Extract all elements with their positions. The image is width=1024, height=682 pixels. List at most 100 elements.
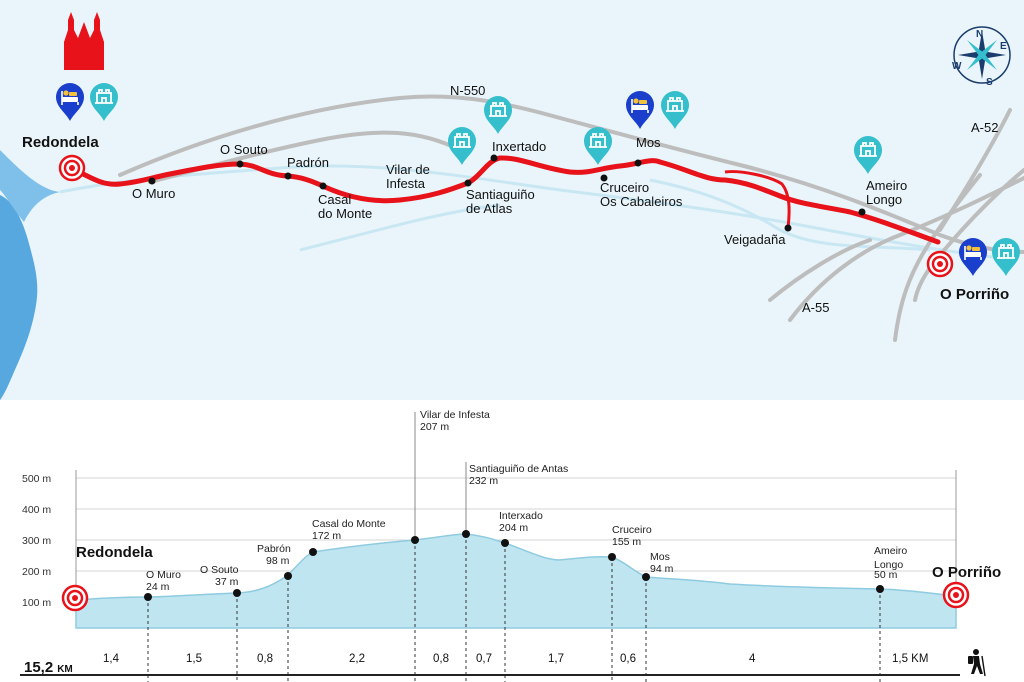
label-mos-text: Mos	[636, 135, 661, 150]
start-target-icon	[58, 154, 86, 182]
segment-8: 0,6	[620, 653, 636, 665]
y-label-200: 200 m	[22, 566, 51, 578]
road-a52: A-52	[971, 120, 998, 135]
compass-rose-icon: N E S W	[952, 26, 1011, 88]
profile-label-ameiro-line: Longo	[874, 559, 903, 571]
profile-label-mos: Mos 94 m	[650, 551, 674, 575]
label-santiaguino: Santiaguiño de Atlas	[466, 187, 535, 216]
profile-label-mos-name: Mos	[650, 551, 670, 563]
dot-veigadana	[784, 224, 792, 232]
profile-point-casal	[309, 548, 317, 556]
label-mos: Mos	[636, 135, 661, 150]
segment-6: 0,7	[476, 653, 492, 665]
label-vilar-de-infesta-line: Vilar de	[386, 162, 430, 177]
label-ameiro-longo-line: Longo	[866, 192, 902, 207]
profile-label-o-muro: O Muro 24 m	[146, 569, 181, 593]
profile-label-santiaguino: Santiaguiño de Antas 232 m	[469, 463, 568, 487]
profile-point-pabron	[284, 572, 292, 580]
profile-label-pabron-name: Pabrón	[257, 543, 291, 555]
label-santiaguino-line: de Atlas	[466, 201, 513, 216]
y-label-500: 500 m	[22, 473, 51, 485]
label-cruceiro-line: Os Cabaleiros	[600, 194, 683, 209]
profile-end-target-icon	[942, 581, 970, 609]
profile-label-cruceiro: Cruceiro 155 m	[612, 524, 652, 548]
profile-label-o-souto-elev: 37 m	[215, 576, 239, 588]
profile-point-o-souto	[233, 589, 241, 597]
dot-casal-do-monte	[319, 182, 327, 190]
label-padron: Padrón	[287, 155, 329, 170]
profile-leader-lines	[414, 412, 467, 540]
label-padron-text: Padrón	[287, 155, 329, 170]
profile-label-ameiro-line: Ameiro	[874, 545, 907, 557]
cathedral-icon	[64, 12, 104, 70]
road-n550: N-550	[450, 83, 485, 98]
profile-label-casal-elev: 172 m	[312, 530, 341, 542]
y-label-100: 100 m	[22, 597, 51, 609]
sea-inlet	[0, 150, 60, 222]
elevation-profile: 500 m 400 m 300 m 200 m 100 m	[20, 409, 1001, 682]
profile-point-vilar	[411, 536, 419, 544]
profile-label-o-souto-name: O Souto	[200, 564, 239, 576]
profile-label-mos-elev: 94 m	[650, 563, 674, 575]
dot-inxertado	[490, 154, 498, 162]
compass-e: E	[1000, 41, 1007, 52]
profile-point-interxado	[501, 539, 509, 547]
road-a55: A-55	[802, 300, 829, 315]
label-vilar-de-infesta: Vilar de Infesta	[386, 162, 430, 191]
profile-end-town: O Porriño	[932, 564, 1001, 581]
profile-label-vilar: Vilar de Infesta 207 m	[420, 409, 490, 433]
profile-label-pabron-elev: 98 m	[266, 555, 290, 567]
label-o-souto-text: O Souto	[220, 142, 268, 157]
compass-n: N	[976, 29, 983, 40]
segment-3: 0,8	[257, 653, 273, 665]
profile-points	[144, 530, 884, 601]
place-dots	[148, 154, 866, 232]
rivers	[59, 164, 1001, 260]
label-o-muro: O Muro	[132, 186, 175, 201]
y-label-400: 400 m	[22, 504, 51, 516]
dot-o-souto	[236, 160, 244, 168]
segment-1: 1,4	[103, 653, 120, 665]
dot-cruceiro	[600, 174, 608, 182]
label-vilar-de-infesta-line: Infesta	[386, 176, 426, 191]
label-o-souto: O Souto	[220, 142, 268, 157]
profile-label-o-muro-name: O Muro	[146, 569, 181, 581]
profile-start-target-icon	[61, 584, 89, 612]
label-o-muro-text: O Muro	[132, 186, 175, 201]
y-label-300: 300 m	[22, 535, 51, 547]
profile-point-o-muro	[144, 593, 152, 601]
segment-2: 1,5	[186, 653, 202, 665]
label-cruceiro: Cruceiro Os Cabaleiros	[600, 180, 683, 209]
profile-point-cruceiro	[608, 553, 616, 561]
total-distance: 15,2 KM	[24, 659, 73, 676]
segment-7: 1,7	[548, 653, 564, 665]
profile-label-santiaguino-name: Santiaguiño de Antas	[469, 463, 568, 475]
label-ameiro-longo-line: Ameiro	[866, 178, 907, 193]
label-casal-do-monte: Casal do Monte	[318, 192, 372, 221]
hiker-icon	[968, 649, 986, 677]
profile-label-casal-name: Casal do Monte	[312, 518, 386, 530]
total-distance-value: 15,2	[24, 659, 53, 676]
profile-point-mos	[642, 573, 650, 581]
map-start-town: Redondela	[22, 134, 99, 151]
label-santiaguino-line: Santiaguiño	[466, 187, 535, 202]
profile-label-ameiro-elev: 50 m	[874, 569, 898, 581]
profile-label-o-muro-elev: 24 m	[146, 581, 170, 593]
dot-padron	[284, 172, 292, 180]
label-veigadana-text: Veigadaña	[724, 232, 786, 247]
profile-label-o-souto: O Souto 37 m	[200, 564, 239, 588]
profile-label-interxado: Interxado 204 m	[499, 510, 543, 534]
profile-label-pabron: Pabrón 98 m	[257, 543, 291, 567]
label-casal-do-monte-line: Casal	[318, 192, 351, 207]
camino-route	[69, 155, 941, 245]
profile-label-cruceiro-name: Cruceiro	[612, 524, 652, 536]
label-inxertado-text: Inxertado	[492, 139, 546, 154]
profile-label-cruceiro-elev: 155 m	[612, 536, 641, 548]
dot-mos	[634, 159, 642, 167]
map-end-town: O Porriño	[940, 286, 1009, 303]
road-network	[118, 94, 1024, 342]
profile-point-ameiro	[876, 585, 884, 593]
label-veigadana: Veigadaña	[724, 232, 786, 247]
total-distance-unit: KM	[57, 664, 73, 675]
